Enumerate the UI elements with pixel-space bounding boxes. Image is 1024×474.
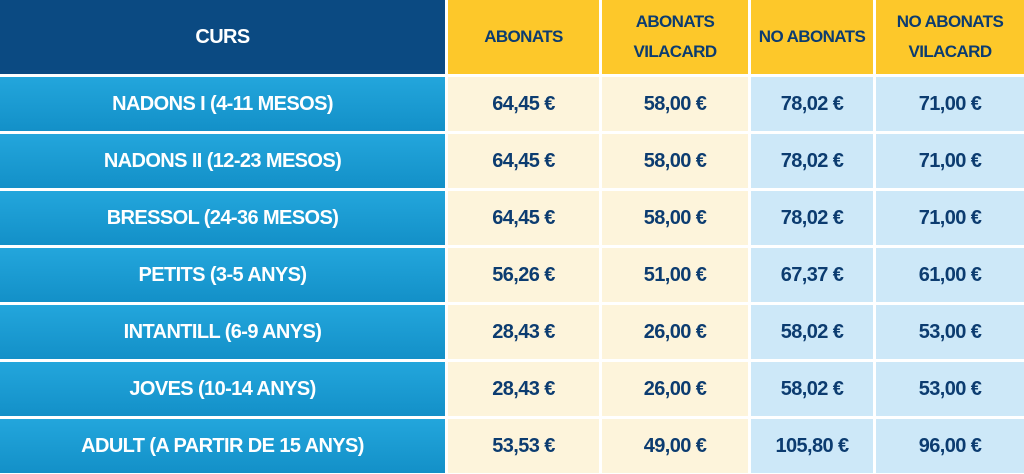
price-cell: 78,02 € bbox=[751, 191, 873, 245]
header-cell: NO ABONATS VILACARD bbox=[876, 0, 1024, 74]
price-cell: 51,00 € bbox=[602, 248, 748, 302]
price-cell: 58,02 € bbox=[751, 305, 873, 359]
price-cell: 71,00 € bbox=[876, 134, 1024, 188]
course-cell: JOVES (10-14 ANYS) bbox=[0, 362, 445, 416]
course-cell: PETITS (3-5 ANYS) bbox=[0, 248, 445, 302]
price-cell: 58,00 € bbox=[602, 191, 748, 245]
price-cell: 53,53 € bbox=[448, 419, 599, 473]
header-cell: CURS bbox=[0, 0, 445, 74]
price-cell: 64,45 € bbox=[448, 191, 599, 245]
price-cell: 96,00 € bbox=[876, 419, 1024, 473]
price-cell: 105,80 € bbox=[751, 419, 873, 473]
price-cell: 26,00 € bbox=[602, 305, 748, 359]
price-cell: 64,45 € bbox=[448, 134, 599, 188]
header-cell: NO ABONATS bbox=[751, 0, 873, 74]
price-cell: 61,00 € bbox=[876, 248, 1024, 302]
course-cell: NADONS I (4-11 MESOS) bbox=[0, 77, 445, 131]
price-cell: 53,00 € bbox=[876, 362, 1024, 416]
price-cell: 58,00 € bbox=[602, 77, 748, 131]
course-cell: INTANTILL (6-9 ANYS) bbox=[0, 305, 445, 359]
course-cell: ADULT (A PARTIR DE 15 ANYS) bbox=[0, 419, 445, 473]
price-cell: 58,00 € bbox=[602, 134, 748, 188]
price-cell: 78,02 € bbox=[751, 134, 873, 188]
price-cell: 28,43 € bbox=[448, 362, 599, 416]
price-cell: 78,02 € bbox=[751, 77, 873, 131]
course-cell: BRESSOL (24-36 MESOS) bbox=[0, 191, 445, 245]
header-cell: ABONATS VILACARD bbox=[602, 0, 748, 74]
price-cell: 71,00 € bbox=[876, 191, 1024, 245]
price-cell: 28,43 € bbox=[448, 305, 599, 359]
price-cell: 58,02 € bbox=[751, 362, 873, 416]
price-cell: 64,45 € bbox=[448, 77, 599, 131]
price-cell: 53,00 € bbox=[876, 305, 1024, 359]
price-cell: 49,00 € bbox=[602, 419, 748, 473]
price-cell: 56,26 € bbox=[448, 248, 599, 302]
price-cell: 71,00 € bbox=[876, 77, 1024, 131]
header-cell: ABONATS bbox=[448, 0, 599, 74]
price-cell: 67,37 € bbox=[751, 248, 873, 302]
course-cell: NADONS II (12-23 MESOS) bbox=[0, 134, 445, 188]
price-cell: 26,00 € bbox=[602, 362, 748, 416]
